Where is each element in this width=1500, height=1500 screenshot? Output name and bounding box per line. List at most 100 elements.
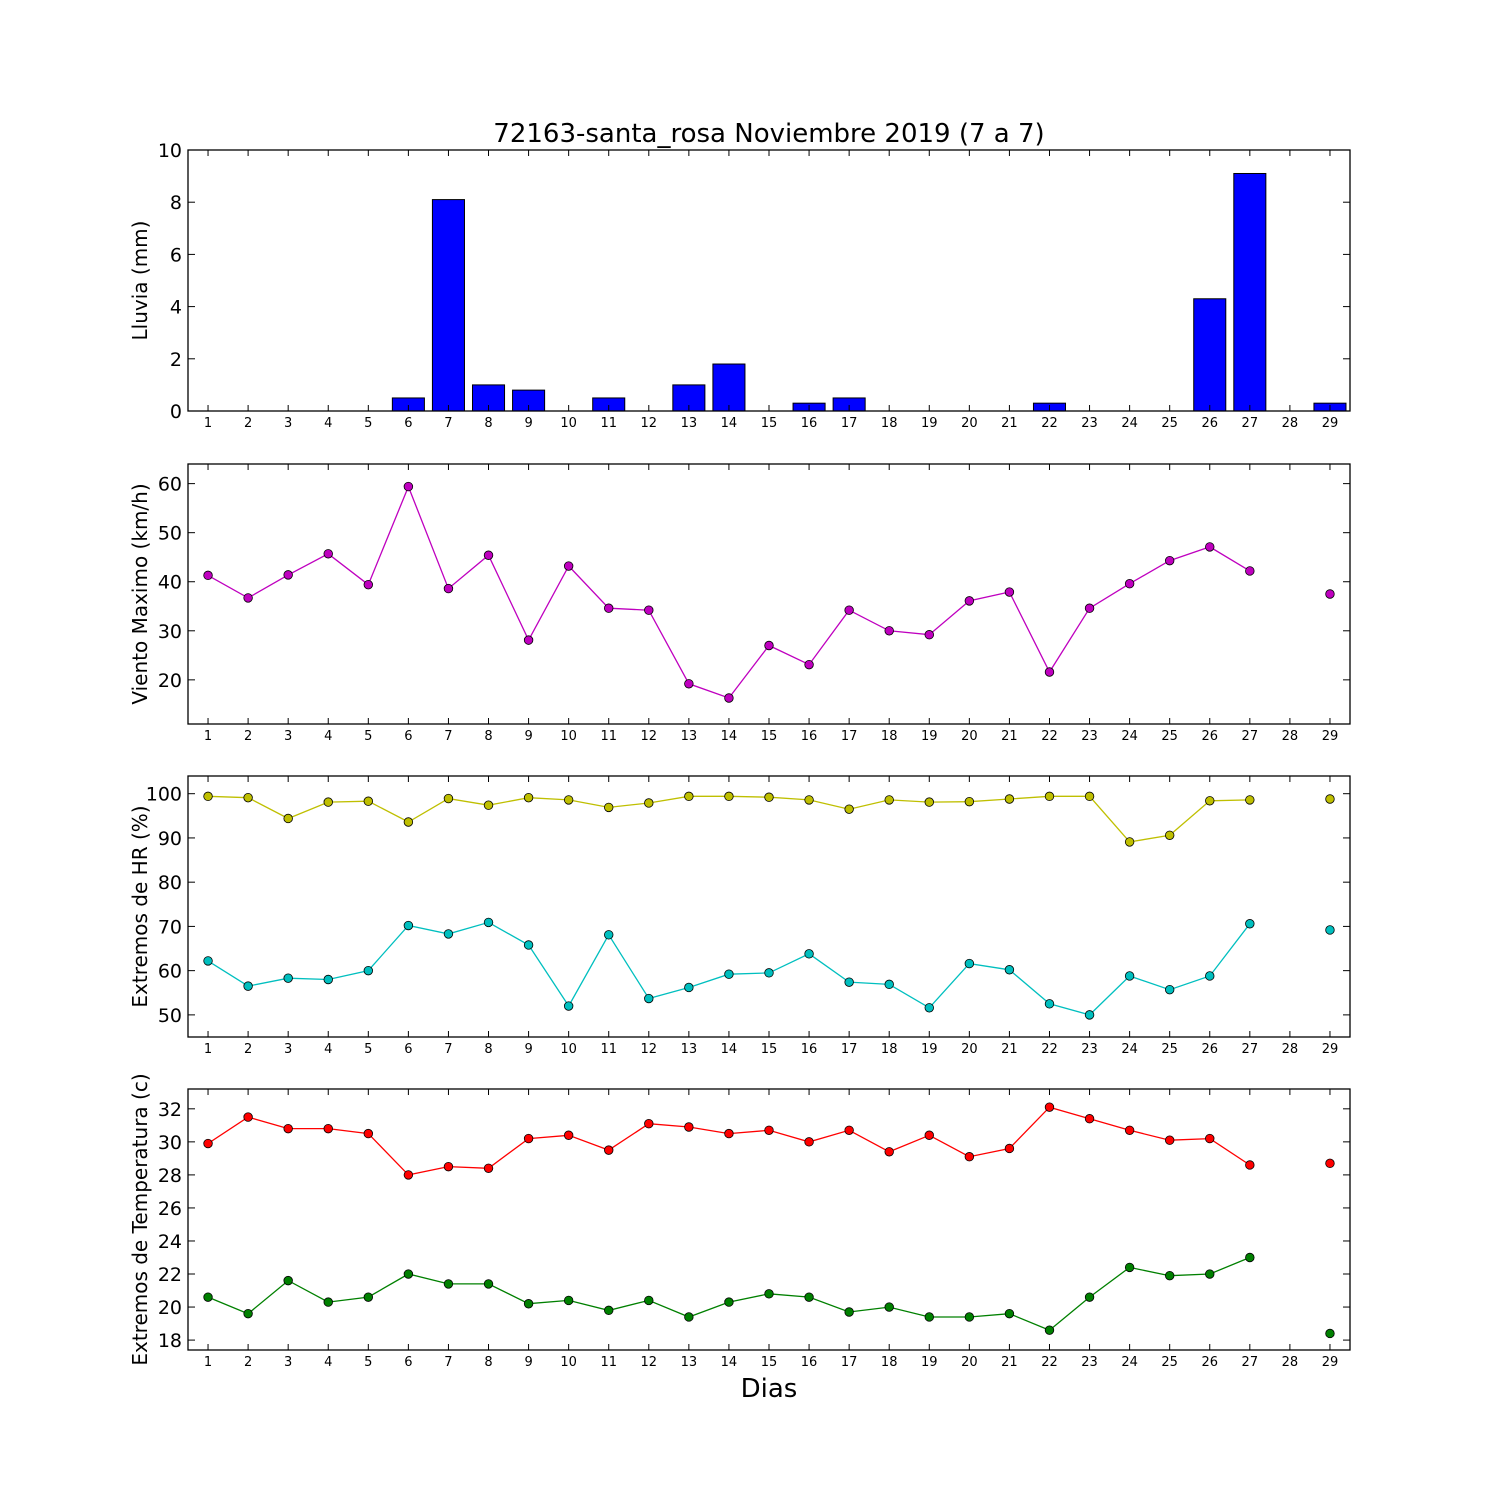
temperatura-xtick-label-27: 27 xyxy=(1242,1355,1259,1370)
lluvia-xtick-label-10: 10 xyxy=(560,416,577,431)
hr-series-1-point-day-10 xyxy=(563,1001,574,1011)
hr-series-1-point-day-24 xyxy=(1124,971,1135,981)
temperatura-xtick-label-13: 13 xyxy=(681,1355,698,1370)
temperatura-series-1-point-day-15 xyxy=(764,1289,774,1299)
lluvia-ytick-label-10: 10 xyxy=(158,140,182,162)
hr-series-0-point-day-12 xyxy=(644,798,654,808)
temperatura-series-1-point-day-24 xyxy=(1124,1262,1135,1273)
temperatura-series-0-point-day-3 xyxy=(283,1123,293,1134)
temperatura-series-1-point-day-22 xyxy=(1044,1325,1055,1335)
viento-xtick-label-29: 29 xyxy=(1322,729,1339,744)
hr-series-1-point-day-4 xyxy=(323,974,333,985)
hr-xtick-label-1: 1 xyxy=(204,1042,212,1057)
lluvia-xtick-label-20: 20 xyxy=(961,416,978,431)
temperatura-xtick-label-15: 15 xyxy=(761,1355,778,1370)
temperatura-series-0-point-day-27 xyxy=(1245,1160,1255,1170)
temperatura-xtick-label-10: 10 xyxy=(560,1355,577,1370)
hr-ytick-label-70: 70 xyxy=(158,916,182,938)
temperatura-xtick-label-14: 14 xyxy=(721,1355,738,1370)
viento-xtick-label-17: 17 xyxy=(841,729,858,744)
viento-plot-frame xyxy=(187,463,1351,725)
hr-xtick-label-23: 23 xyxy=(1081,1042,1098,1057)
hr-xtick-label-29: 29 xyxy=(1322,1042,1339,1057)
lluvia-xtick-label-12: 12 xyxy=(641,416,658,431)
viento-series-0-point-day-1 xyxy=(203,570,213,581)
hr-series-0-point-day-25 xyxy=(1164,830,1175,840)
viento-xtick-label-1: 1 xyxy=(204,729,212,744)
viento-ytick-label-60: 60 xyxy=(158,474,182,496)
hr-ytick-label-90: 90 xyxy=(158,828,182,850)
lluvia-ytick-label-6: 6 xyxy=(170,244,182,266)
temperatura-series-1-point-day-16 xyxy=(804,1292,814,1302)
temperatura-xtick-label-23: 23 xyxy=(1081,1355,1098,1370)
temperatura-series-0-point-day-7 xyxy=(443,1161,454,1172)
temperatura-ytick-label-30: 30 xyxy=(158,1132,182,1154)
hr-series-0-point-day-27 xyxy=(1245,795,1255,805)
viento-series-0-point-day-17 xyxy=(844,605,854,615)
viento-xtick-label-4: 4 xyxy=(324,729,332,744)
temperatura-series-1-point-day-21 xyxy=(1004,1308,1015,1319)
temperatura-xtick-label-21: 21 xyxy=(1001,1355,1018,1370)
viento-xtick-label-25: 25 xyxy=(1161,729,1178,744)
temperatura-series-1-point-day-26 xyxy=(1205,1269,1215,1279)
panel-viento: 1 2 3 4 5 6 7 8 9 10 11 12 13 14 15 16 17 18 19 20 21 22 23 24 2… xyxy=(128,463,1351,744)
temperatura-ytick-label-26: 26 xyxy=(158,1198,182,1220)
hr-xtick-label-28: 28 xyxy=(1282,1042,1299,1057)
viento-y-axis-label: Viento Maximo (km/h) xyxy=(128,483,152,704)
hr-xtick-label-11: 11 xyxy=(600,1042,617,1057)
hr-series-0-point-day-23 xyxy=(1084,791,1095,802)
temperatura-series-0-point-day-19 xyxy=(924,1130,934,1140)
hr-series-1-point-day-27 xyxy=(1245,919,1255,929)
viento-series-0-point-day-10 xyxy=(563,561,574,571)
hr-xtick-label-20: 20 xyxy=(961,1042,978,1057)
temperatura-series-1-point-day-12 xyxy=(644,1295,654,1306)
hr-xtick-label-18: 18 xyxy=(881,1042,898,1057)
hr-xtick-label-2: 2 xyxy=(244,1042,252,1057)
hr-series-0-point-day-14 xyxy=(724,791,734,802)
temperatura-xtick-label-11: 11 xyxy=(600,1355,617,1370)
temperatura-xtick-label-6: 6 xyxy=(404,1355,412,1370)
temperatura-series-0-point-day-13 xyxy=(684,1122,694,1132)
viento-series-0-point-day-16 xyxy=(804,659,814,670)
lluvia-ytick-label-4: 4 xyxy=(170,297,182,319)
hr-series-0-point-day-17 xyxy=(844,804,854,814)
lluvia-xtick-label-9: 9 xyxy=(524,416,532,431)
hr-xtick-label-6: 6 xyxy=(404,1042,412,1057)
lluvia-ytick-label-2: 2 xyxy=(170,349,182,371)
hr-ytick-label-60: 60 xyxy=(158,961,182,983)
lluvia-xtick-label-25: 25 xyxy=(1161,416,1178,431)
temperatura-series-1-point-day-14 xyxy=(724,1297,734,1307)
hr-series-0-point-day-7 xyxy=(443,793,454,804)
lluvia-xtick-label-18: 18 xyxy=(881,416,898,431)
temperatura-xtick-label-4: 4 xyxy=(324,1355,332,1370)
hr-series-1-point-day-18 xyxy=(884,979,894,990)
hr-series-0-point-day-8 xyxy=(483,800,494,810)
hr-xtick-label-13: 13 xyxy=(681,1042,698,1057)
temperatura-series-1-point-day-13 xyxy=(684,1312,694,1322)
temperatura-series-0-point-day-15 xyxy=(764,1125,774,1135)
viento-ytick-label-40: 40 xyxy=(158,572,182,594)
hr-series-0-point-day-19 xyxy=(924,797,934,807)
hr-series-0-point-day-4 xyxy=(323,797,333,807)
lluvia-bar-day-27 xyxy=(1233,172,1267,412)
hr-series-0-point-day-29 xyxy=(1325,794,1335,804)
viento-ytick-label-20: 20 xyxy=(158,670,182,692)
lluvia-xtick-label-8: 8 xyxy=(484,416,492,431)
viento-xtick-label-14: 14 xyxy=(721,729,738,744)
hr-series-1-point-day-11 xyxy=(604,930,614,940)
temperatura-series-0-point-day-18 xyxy=(884,1147,894,1157)
viento-xtick-label-20: 20 xyxy=(961,729,978,744)
hr-series-1-point-day-23 xyxy=(1084,1010,1095,1020)
temperatura-ytick-label-22: 22 xyxy=(158,1264,182,1286)
temperatura-y-axis-label: Extremos de Temperatura (c) xyxy=(128,1073,152,1365)
temperatura-series-1-point-day-10 xyxy=(563,1295,574,1306)
temperatura-xtick-label-1: 1 xyxy=(204,1355,212,1370)
hr-xtick-label-10: 10 xyxy=(560,1042,577,1057)
temperatura-series-1-point-day-6 xyxy=(403,1269,414,1279)
viento-xtick-label-13: 13 xyxy=(681,729,698,744)
hr-series-0-point-day-26 xyxy=(1205,796,1215,806)
lluvia-xtick-label-23: 23 xyxy=(1081,416,1098,431)
viento-series-0-point-day-20 xyxy=(964,596,975,606)
temperatura-series-0-point-day-25 xyxy=(1164,1135,1175,1145)
temperatura-series-1-point-day-19 xyxy=(924,1312,934,1322)
